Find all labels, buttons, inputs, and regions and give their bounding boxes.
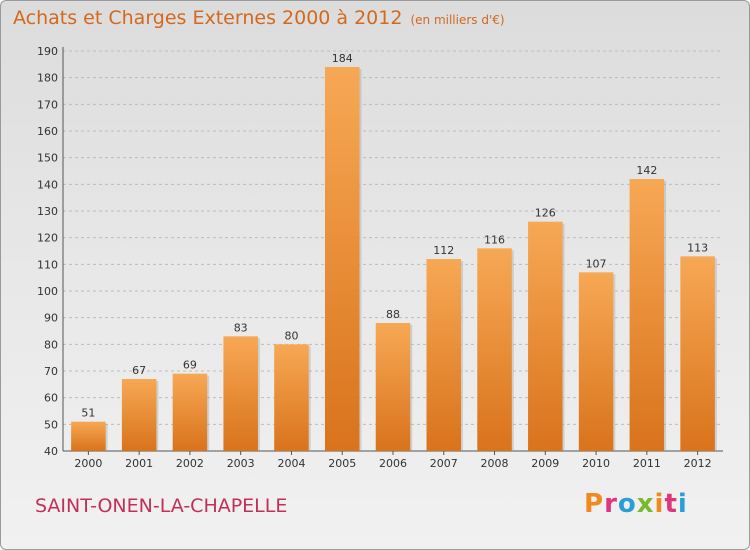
commune-name: SAINT-ONEN-LA-CHAPELLE	[35, 495, 288, 517]
y-tick-label: 80	[44, 338, 58, 351]
proxiti-logo: Proxiti	[584, 489, 688, 519]
data-label: 83	[234, 321, 248, 334]
y-tick-label: 130	[37, 205, 58, 218]
chart-title: Achats et Charges Externes 2000 à 2012 (e…	[13, 7, 505, 29]
x-tick-label: 2009	[531, 457, 559, 470]
x-tick-label: 2010	[582, 457, 610, 470]
y-tick-label: 110	[37, 258, 58, 271]
logo-letter: P	[584, 489, 605, 519]
y-tick-label: 100	[37, 285, 58, 298]
bar	[680, 256, 715, 451]
chart-unit: (en milliers d'€)	[410, 13, 505, 27]
y-tick-label: 180	[37, 72, 58, 85]
logo-letter: x	[636, 489, 655, 519]
data-label: 126	[535, 207, 556, 220]
x-tick-label: 2007	[430, 457, 458, 470]
bar	[528, 221, 563, 451]
x-tick-label: 2004	[277, 457, 305, 470]
labels: 40 50 60 70 80 90 100 110 120 130 140 150 160 170 180 1…	[37, 45, 712, 470]
logo-letter: r	[604, 489, 618, 519]
y-tick-label: 50	[44, 418, 58, 431]
bar	[121, 379, 157, 451]
bar	[172, 373, 208, 451]
bar	[274, 344, 309, 451]
x-tick-label: 2008	[481, 457, 509, 470]
bar	[578, 272, 614, 451]
bar	[477, 248, 512, 451]
y-tick-label: 70	[44, 365, 58, 378]
bar	[375, 323, 411, 451]
bar	[629, 179, 665, 451]
y-tick-label: 40	[44, 445, 58, 458]
x-tick-label: 2005	[328, 457, 356, 470]
x-tick-label: 2006	[379, 457, 407, 470]
data-label: 184	[332, 52, 353, 65]
x-tick-label: 2000	[74, 457, 102, 470]
y-tick-label: 160	[37, 125, 58, 138]
y-tick-label: 140	[37, 178, 58, 191]
data-label: 67	[132, 364, 146, 377]
data-label: 51	[81, 407, 95, 420]
data-label: 80	[284, 329, 298, 342]
bar	[71, 421, 106, 451]
y-tick-label: 60	[44, 392, 58, 405]
x-tick-label: 2001	[125, 457, 153, 470]
data-label: 142	[636, 164, 657, 177]
data-label: 116	[484, 233, 505, 246]
bar	[223, 336, 258, 451]
data-label: 69	[183, 359, 197, 372]
logo-letter: i	[677, 489, 688, 519]
y-tick-label: 150	[37, 152, 58, 165]
x-tick-label: 2002	[176, 457, 204, 470]
logo-letter: i	[654, 489, 665, 519]
bar	[426, 259, 462, 451]
bars	[71, 67, 717, 451]
chart-title-text: Achats et Charges Externes 2000 à 2012	[13, 7, 403, 29]
y-tick-label: 120	[37, 232, 58, 245]
logo-letter: o	[617, 489, 637, 519]
x-tick-label: 2011	[633, 457, 661, 470]
x-tick-label: 2003	[227, 457, 255, 470]
bar	[324, 67, 360, 451]
data-label: 113	[687, 241, 708, 254]
data-label: 112	[433, 244, 454, 257]
x-tick-label: 2012	[684, 457, 712, 470]
data-label: 107	[586, 257, 607, 270]
y-tick-label: 90	[44, 312, 58, 325]
y-tick-label: 170	[37, 98, 58, 111]
logo-letter: t	[664, 489, 678, 519]
y-tick-label: 190	[37, 45, 58, 58]
data-label: 88	[386, 308, 400, 321]
